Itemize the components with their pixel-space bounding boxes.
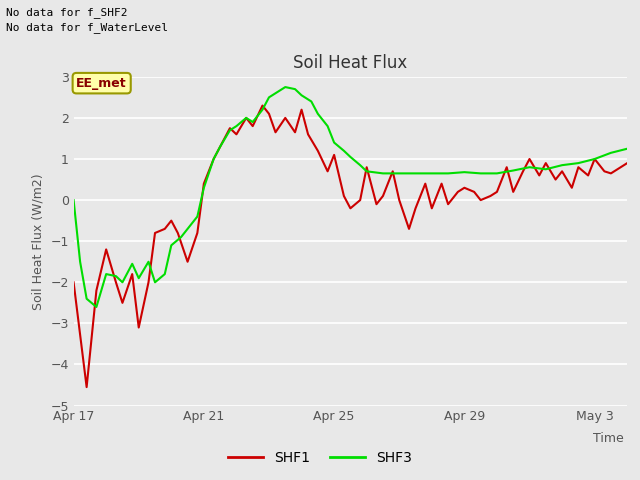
Text: Time: Time bbox=[593, 432, 624, 445]
Text: No data for f_SHF2: No data for f_SHF2 bbox=[6, 7, 128, 18]
Y-axis label: Soil Heat Flux (W/m2): Soil Heat Flux (W/m2) bbox=[32, 173, 45, 310]
Legend: SHF1, SHF3: SHF1, SHF3 bbox=[222, 445, 418, 471]
Text: No data for f_WaterLevel: No data for f_WaterLevel bbox=[6, 22, 168, 33]
Text: EE_met: EE_met bbox=[76, 77, 127, 90]
Title: Soil Heat Flux: Soil Heat Flux bbox=[293, 54, 408, 72]
